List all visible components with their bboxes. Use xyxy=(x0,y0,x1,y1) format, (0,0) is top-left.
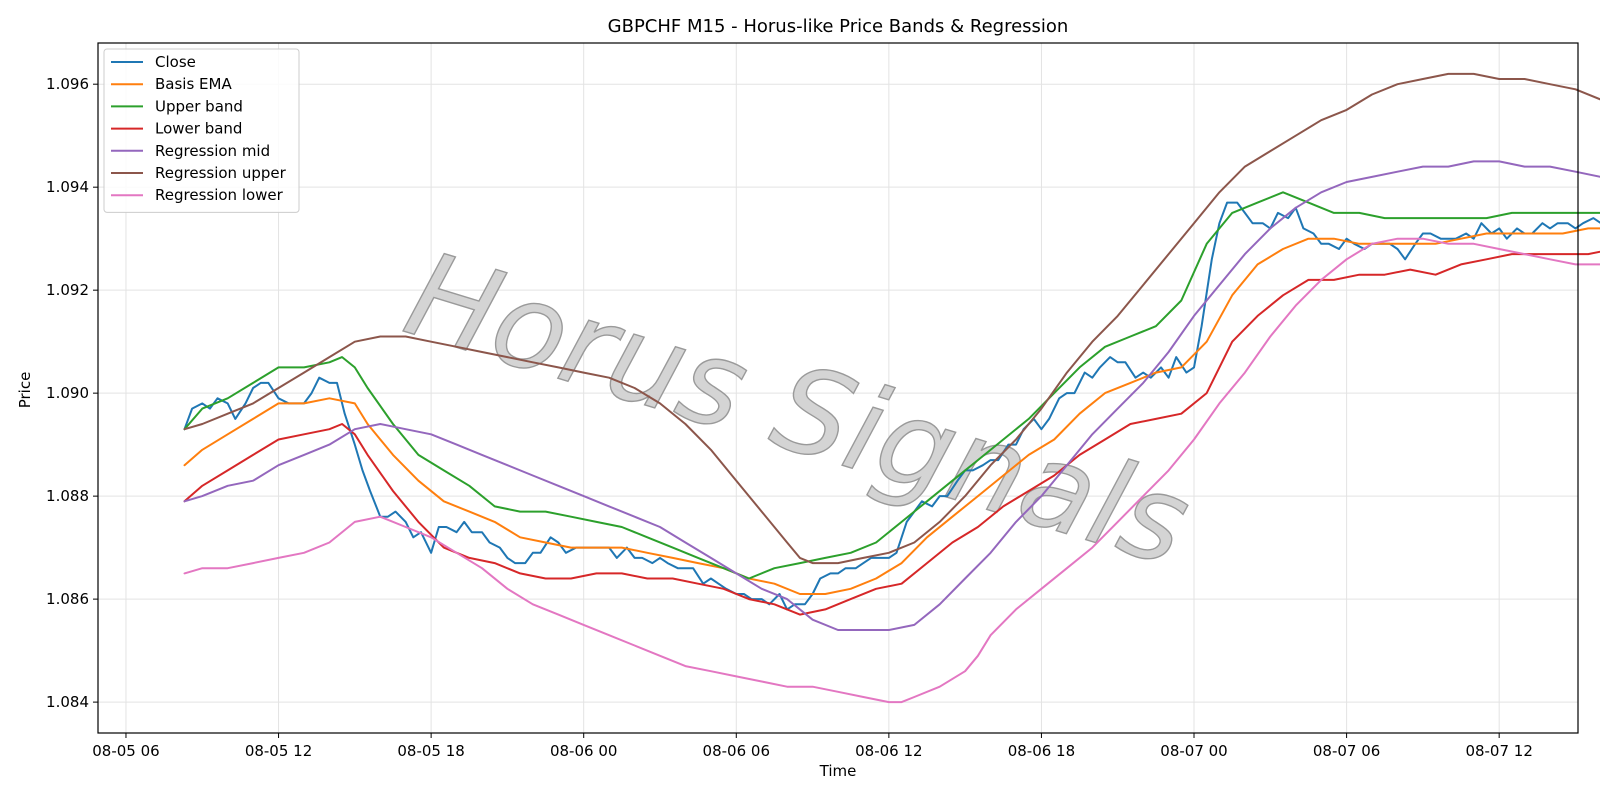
y-tick-label: 1.092 xyxy=(46,281,89,299)
y-tick-label: 1.090 xyxy=(46,384,89,402)
x-axis-title: Time xyxy=(819,762,857,780)
x-tick-label: 08-07 06 xyxy=(1313,742,1380,760)
y-tick-label: 1.088 xyxy=(46,487,89,505)
series-line-upper-band xyxy=(183,191,1600,580)
x-tick-label: 08-06 00 xyxy=(550,742,617,760)
x-axis-ticks: 08-05 06 08-05 12 08-05 18 08-06 00 08-06 06… xyxy=(92,733,1533,760)
y-axis-ticks: 1.084 1.086 1.088 1.090 1.092 1.094 1.096 xyxy=(46,75,98,711)
x-tick-label: 08-05 12 xyxy=(245,742,312,760)
series-line-regression-upper xyxy=(183,72,1600,565)
x-tick-label: 08-06 12 xyxy=(855,742,922,760)
x-tick-label: 08-07 12 xyxy=(1465,742,1532,760)
legend-label: Regression mid xyxy=(155,142,270,160)
x-tick-label: 08-05 18 xyxy=(397,742,464,760)
x-tick-label: 08-07 00 xyxy=(1160,742,1227,760)
series-lines xyxy=(183,72,1600,704)
legend-label: Lower band xyxy=(155,120,242,138)
y-tick-label: 1.086 xyxy=(46,590,89,608)
legend-label: Regression upper xyxy=(155,164,287,182)
x-tick-label: 08-06 06 xyxy=(703,742,770,760)
legend-label: Basis EMA xyxy=(155,75,232,93)
y-tick-label: 1.084 xyxy=(46,693,89,711)
x-tick-label: 08-05 06 xyxy=(92,742,159,760)
y-axis-title: Price xyxy=(16,372,34,409)
legend-box xyxy=(103,48,300,213)
y-tick-label: 1.094 xyxy=(46,178,89,196)
series-line-basis-ema xyxy=(183,227,1600,595)
y-tick-label: 1.096 xyxy=(46,75,89,93)
legend: Close Basis EMA Upper band Lower band Regres… xyxy=(103,48,300,213)
legend-label: Close xyxy=(155,53,196,71)
legend-label: Regression lower xyxy=(155,186,284,204)
chart-title: GBPCHF M15 - Horus-like Price Bands & Re… xyxy=(608,16,1069,37)
series-line-regression-mid xyxy=(183,160,1600,631)
series-line-regression-lower xyxy=(183,237,1600,704)
legend-label: Upper band xyxy=(155,97,243,115)
x-tick-label: 08-06 18 xyxy=(1008,742,1075,760)
plot-frame xyxy=(97,42,1579,734)
series-line-close xyxy=(183,201,1600,611)
